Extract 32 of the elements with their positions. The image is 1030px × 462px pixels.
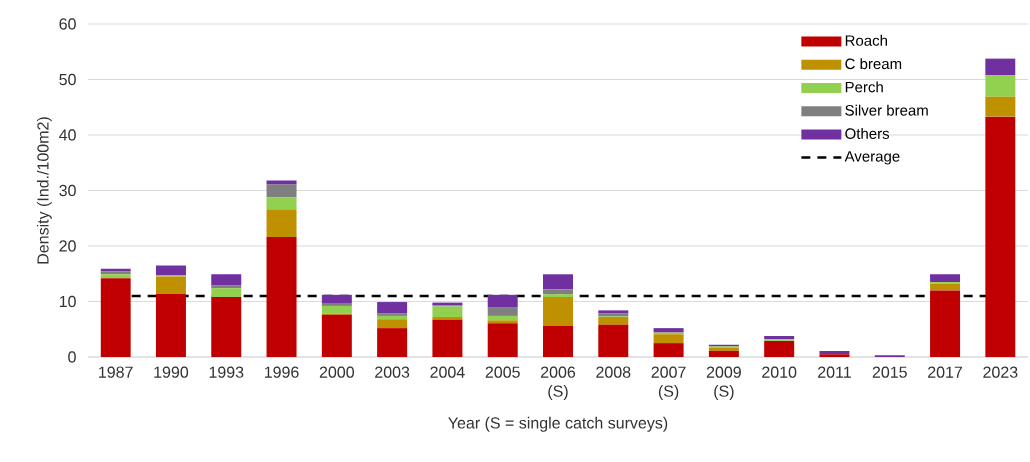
y-axis-title: Density (Ind./100m2) <box>36 117 52 264</box>
x-tick-label: 2023 <box>983 366 1018 378</box>
x-tick-label: 1993 <box>209 366 244 378</box>
x-axis-title: Year (S = single catch surveys) <box>448 416 668 432</box>
x-tick-label: 2017 <box>928 366 963 378</box>
legend-label: Silver bream <box>845 104 928 116</box>
x-tick-label: 1996 <box>264 366 299 378</box>
y-tick-label: 0 <box>68 351 76 363</box>
y-tick-label: 40 <box>59 129 76 141</box>
legend-label: C bream <box>845 58 902 70</box>
x-tick-label: 2005 <box>485 366 520 378</box>
legend-label: Average <box>844 151 900 165</box>
x-tick-label: 2000 <box>319 366 354 378</box>
x-tick-label: 2007 (S) <box>651 366 686 400</box>
legend-label: Perch <box>845 81 883 93</box>
x-tick-label: 2009 (S) <box>706 366 741 400</box>
x-tick-label: 2015 <box>872 366 907 378</box>
x-tick-label: 2010 <box>762 366 797 378</box>
x-tick-label: 2006 (S) <box>541 366 576 400</box>
x-tick-label: 2004 <box>430 366 465 378</box>
x-tick-label: 1987 <box>99 366 133 378</box>
legend-label: Others <box>845 127 890 139</box>
y-tick-label: 30 <box>59 184 76 197</box>
y-tick-label: 60 <box>59 18 76 30</box>
x-tick-label: 2011 <box>818 366 851 378</box>
y-tick-label: 50 <box>59 73 76 86</box>
x-tick-label: 2003 <box>375 366 410 378</box>
y-tick-label: 20 <box>59 240 76 252</box>
legend-label: Roach <box>845 34 887 46</box>
x-tick-label: 2008 <box>596 366 631 378</box>
y-tick-label: 10 <box>59 295 76 308</box>
x-tick-label: 1990 <box>154 366 189 378</box>
